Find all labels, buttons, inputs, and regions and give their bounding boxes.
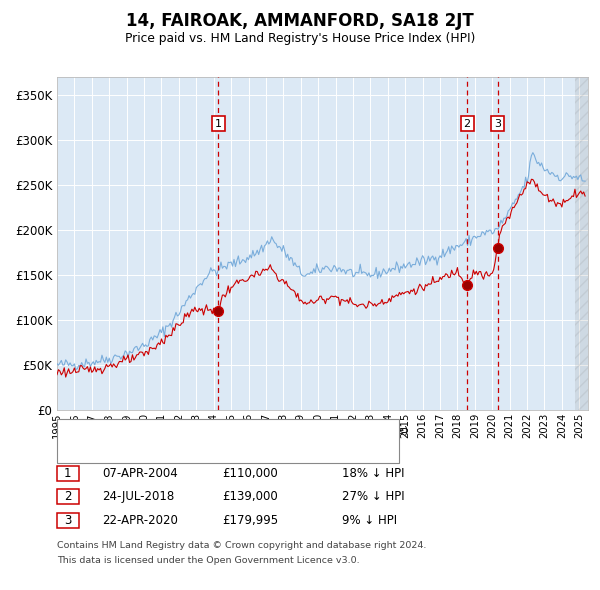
Text: 24-JUL-2018: 24-JUL-2018: [102, 490, 174, 503]
Text: 2: 2: [64, 490, 71, 503]
Text: 22-APR-2020: 22-APR-2020: [102, 514, 178, 527]
Text: 3: 3: [494, 119, 501, 129]
Text: £110,000: £110,000: [222, 467, 278, 480]
Text: 14, FAIROAK, AMMANFORD, SA18 2JT (detached house): 14, FAIROAK, AMMANFORD, SA18 2JT (detach…: [100, 427, 409, 436]
Bar: [575, 77, 588, 410]
Text: 1: 1: [64, 467, 71, 480]
Text: Price paid vs. HM Land Registry's House Price Index (HPI): Price paid vs. HM Land Registry's House …: [125, 32, 475, 45]
Text: Contains HM Land Registry data © Crown copyright and database right 2024.: Contains HM Land Registry data © Crown c…: [57, 541, 427, 550]
Text: £139,000: £139,000: [222, 490, 278, 503]
Text: 27% ↓ HPI: 27% ↓ HPI: [342, 490, 404, 503]
Text: 18% ↓ HPI: 18% ↓ HPI: [342, 467, 404, 480]
Text: 9% ↓ HPI: 9% ↓ HPI: [342, 514, 397, 527]
Text: £179,995: £179,995: [222, 514, 278, 527]
Text: 14, FAIROAK, AMMANFORD, SA18 2JT: 14, FAIROAK, AMMANFORD, SA18 2JT: [126, 12, 474, 30]
Text: 07-APR-2004: 07-APR-2004: [102, 467, 178, 480]
Text: 1: 1: [215, 119, 222, 129]
Text: HPI: Average price, detached house, Carmarthenshire: HPI: Average price, detached house, Carm…: [100, 446, 401, 455]
Text: 2: 2: [464, 119, 471, 129]
Text: 3: 3: [64, 514, 71, 527]
Text: This data is licensed under the Open Government Licence v3.0.: This data is licensed under the Open Gov…: [57, 556, 359, 565]
